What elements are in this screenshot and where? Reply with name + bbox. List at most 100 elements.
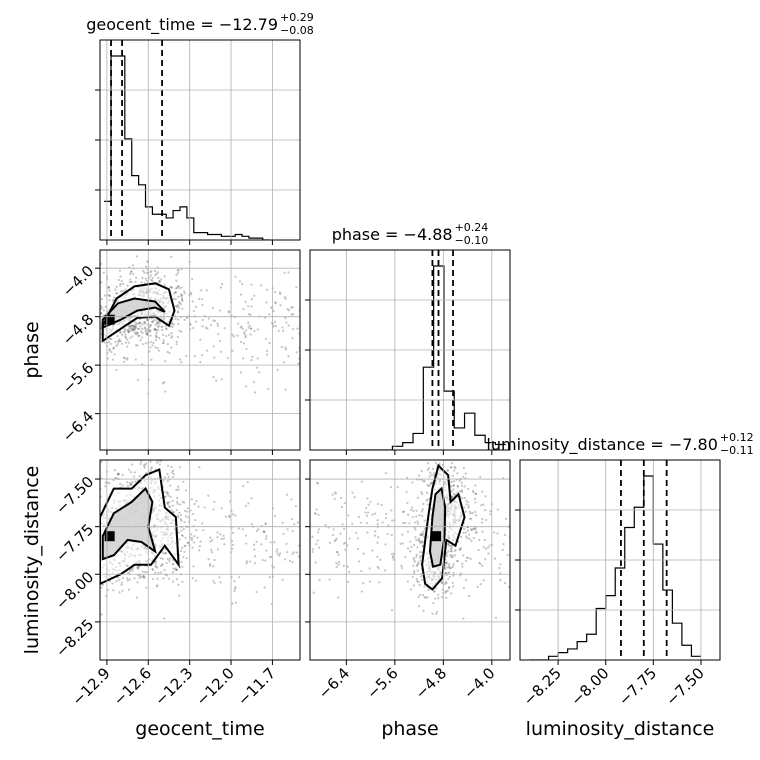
sample-point xyxy=(145,333,149,336)
y-tick-label: −4.8 xyxy=(59,310,97,348)
sample-point xyxy=(335,562,338,565)
sample-point xyxy=(247,326,250,329)
sample-point xyxy=(159,455,161,457)
sample-point xyxy=(190,533,193,536)
sample-point xyxy=(316,531,319,534)
sample-point xyxy=(262,530,265,533)
sample-point xyxy=(129,470,132,474)
sample-point xyxy=(241,283,244,286)
sample-point xyxy=(142,574,145,578)
sample-point xyxy=(232,335,235,338)
sample-point xyxy=(212,319,215,322)
sample-point xyxy=(333,491,336,494)
sample-point xyxy=(366,511,370,514)
sample-point xyxy=(164,551,167,555)
x-tick-label: −11.7 xyxy=(234,664,279,709)
histogram-luminosity_distance xyxy=(529,475,701,660)
sample-point xyxy=(489,510,492,513)
sample-point xyxy=(192,309,196,313)
sample-point xyxy=(423,585,426,588)
sample-point xyxy=(175,340,178,343)
sample-point xyxy=(137,565,140,568)
sample-point xyxy=(463,496,467,500)
sample-point xyxy=(207,558,210,561)
sample-point xyxy=(164,496,167,499)
sample-point xyxy=(268,576,272,579)
sample-point xyxy=(448,554,452,557)
sample-point xyxy=(483,538,486,542)
sample-point xyxy=(404,555,407,559)
sample-point xyxy=(139,462,142,466)
sample-point xyxy=(153,269,157,273)
sample-point xyxy=(119,482,122,486)
sample-point xyxy=(368,567,371,570)
sample-point xyxy=(145,328,148,331)
sample-point xyxy=(484,495,487,498)
sample-point xyxy=(459,535,463,538)
sample-point xyxy=(285,348,288,351)
sample-point xyxy=(175,488,178,491)
sample-point xyxy=(448,566,451,569)
sample-point xyxy=(194,305,198,308)
sample-point xyxy=(291,337,294,340)
sample-point xyxy=(130,270,133,274)
sample-point xyxy=(482,545,485,549)
sample-point xyxy=(453,554,456,557)
sample-point xyxy=(126,579,129,582)
sample-point xyxy=(472,527,475,531)
sample-point xyxy=(452,585,455,588)
sample-point xyxy=(415,553,418,556)
sample-point xyxy=(347,514,350,517)
sample-point xyxy=(233,580,236,583)
sample-point xyxy=(221,283,224,286)
sample-point xyxy=(316,482,320,485)
sample-point xyxy=(168,501,171,504)
sample-point xyxy=(418,583,421,587)
sample-point xyxy=(171,499,174,503)
sample-point xyxy=(97,493,99,495)
sample-point xyxy=(455,559,458,563)
sample-point xyxy=(360,590,363,593)
sample-point xyxy=(180,529,183,532)
sample-point xyxy=(121,576,125,579)
sample-point xyxy=(417,562,420,565)
sample-point xyxy=(121,282,125,286)
sample-point xyxy=(175,568,178,572)
sample-point xyxy=(432,602,435,605)
sample-point xyxy=(104,305,107,308)
sample-point xyxy=(112,589,115,592)
panel-contour-geocent_time-phase: −6.4 −5.6 −4.8 −4.0 xyxy=(59,249,301,455)
sample-point xyxy=(178,466,181,469)
sample-point xyxy=(112,479,115,482)
sample-point xyxy=(248,324,251,327)
sample-point xyxy=(238,280,242,283)
sample-point xyxy=(446,589,449,593)
sample-point xyxy=(149,271,152,274)
sample-point xyxy=(201,522,204,525)
sample-point xyxy=(213,356,216,359)
sample-point xyxy=(219,350,223,353)
sample-point xyxy=(376,565,379,569)
sample-point xyxy=(462,586,465,590)
sample-point xyxy=(124,335,127,338)
sample-point xyxy=(111,582,114,585)
sample-point xyxy=(154,571,157,575)
sample-point xyxy=(180,295,183,298)
sample-point xyxy=(448,585,451,589)
sample-point xyxy=(167,494,170,497)
sample-point xyxy=(145,265,148,268)
sample-point xyxy=(196,536,199,539)
sample-point xyxy=(92,566,94,568)
sample-point xyxy=(283,296,286,299)
sample-point xyxy=(501,548,504,551)
sample-point xyxy=(423,596,426,599)
sample-point xyxy=(279,552,282,555)
sample-point xyxy=(112,346,116,349)
sample-point xyxy=(119,284,122,287)
sample-point xyxy=(242,357,245,360)
sample-point xyxy=(216,548,220,551)
sample-point xyxy=(420,533,423,536)
sample-point xyxy=(137,567,140,570)
contour-fill xyxy=(102,283,175,341)
sample-point xyxy=(470,528,473,531)
